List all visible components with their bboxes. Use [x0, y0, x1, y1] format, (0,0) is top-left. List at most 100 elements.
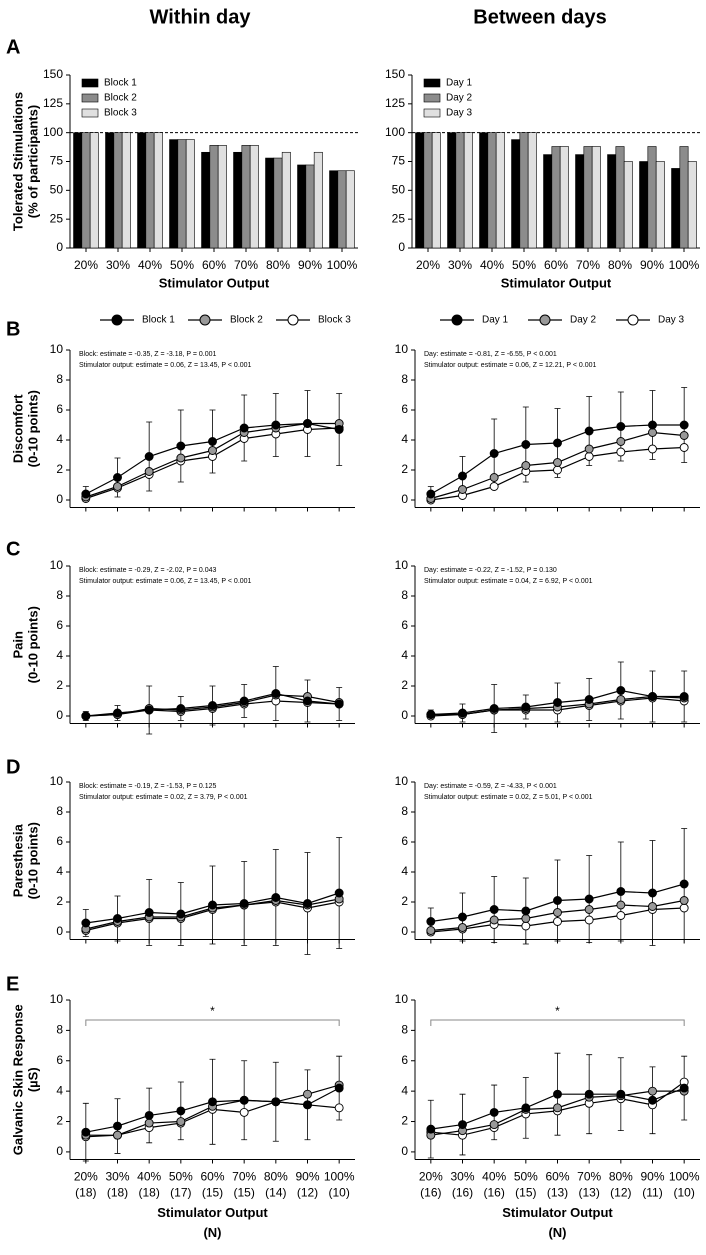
y-tick-label: 8 — [56, 372, 63, 386]
legend-marker — [539, 314, 551, 326]
y-tick-label: 0 — [401, 1144, 408, 1158]
bar — [169, 139, 179, 249]
data-point — [113, 473, 122, 482]
bar — [153, 132, 163, 249]
bar — [137, 132, 147, 249]
x-tick-label: 90% — [640, 1170, 664, 1184]
y-tick-label: 6 — [56, 402, 63, 416]
data-point — [648, 444, 657, 454]
bar — [647, 146, 657, 249]
y-tick-label: 2 — [401, 678, 408, 692]
x-axis-label: Stimulator Output — [159, 275, 270, 290]
bar — [639, 161, 649, 249]
y-tick-label: 6 — [401, 402, 408, 416]
panel-label: C — [6, 538, 20, 560]
data-point — [208, 1097, 217, 1107]
data-point — [208, 701, 217, 710]
x-tick-label: 70% — [576, 258, 600, 272]
data-point — [648, 692, 657, 701]
x-tick-label: 30% — [448, 258, 472, 272]
legend-swatch — [81, 78, 99, 88]
x-tick-label: 50% — [169, 1170, 193, 1184]
data-point — [648, 902, 657, 911]
data-point — [208, 446, 217, 455]
data-point — [679, 896, 689, 905]
data-point — [239, 899, 249, 908]
data-point — [81, 489, 91, 499]
data-point — [303, 1089, 312, 1099]
y-axis-label: (0-10 points) — [25, 390, 40, 467]
y-tick-label: 2 — [56, 894, 63, 908]
x-tick-label: 50% — [170, 258, 194, 272]
bar — [559, 146, 569, 249]
y-tick-label: 75 — [392, 154, 406, 168]
data-point — [113, 1121, 122, 1131]
y-tick-label: 6 — [401, 834, 408, 848]
bar — [241, 145, 251, 249]
annotation: Stimulator output: estimate = 0.02, Z = … — [424, 794, 593, 801]
x-tick-label: (15) — [202, 1186, 223, 1200]
data-point — [584, 452, 594, 461]
data-point — [584, 905, 594, 914]
x-tick-label: 70% — [577, 1170, 601, 1184]
y-tick-label: 8 — [56, 588, 63, 602]
x-tick-label: 20% — [74, 258, 98, 272]
data-point — [271, 689, 281, 698]
y-tick-label: 100 — [43, 125, 63, 139]
bar — [297, 164, 307, 249]
y-tick-label: 8 — [56, 1023, 63, 1037]
y-tick-label: 125 — [43, 96, 63, 110]
bar — [679, 146, 689, 249]
y-tick-label: 150 — [385, 67, 405, 81]
legend-label: Day 2 — [446, 93, 473, 104]
bar — [209, 145, 219, 249]
bar — [607, 154, 617, 249]
data-point — [303, 696, 312, 706]
bar — [415, 132, 425, 249]
x-tick-label: 90% — [298, 258, 322, 272]
bar — [551, 146, 561, 249]
legend-label: Day 1 — [482, 315, 509, 326]
legend-swatch — [81, 108, 99, 118]
y-tick-label: 50 — [392, 183, 406, 197]
data-point — [553, 465, 562, 475]
bar — [313, 151, 323, 249]
data-point — [679, 1083, 689, 1093]
significance-bracket — [85, 1019, 340, 1026]
data-point — [648, 420, 657, 430]
y-tick-label: 0 — [398, 240, 405, 254]
y-tick-label: 6 — [56, 618, 63, 632]
bar — [281, 151, 291, 249]
y-tick-label: 0 — [56, 240, 63, 254]
data-point — [489, 482, 499, 491]
data-point — [239, 1095, 249, 1105]
data-point — [426, 710, 436, 719]
annotation: Day: estimate = -0.59, Z = -4.33, P < 0.… — [424, 783, 557, 790]
bar — [423, 132, 433, 249]
data-point — [176, 453, 186, 463]
y-tick-label: 2 — [56, 1114, 63, 1128]
x-tick-label: 100% — [669, 1170, 700, 1184]
data-point — [458, 485, 467, 494]
y-tick-label: 8 — [401, 804, 408, 818]
y-tick-label: 0 — [56, 708, 63, 722]
x-tick-label: 90% — [295, 1170, 319, 1184]
y-tick-label: 150 — [43, 67, 63, 81]
y-tick-label: 4 — [56, 432, 63, 446]
data-point — [553, 698, 562, 707]
data-point — [616, 695, 626, 704]
bar — [455, 132, 465, 249]
bar — [655, 161, 665, 249]
data-point — [113, 482, 122, 491]
x-axis-label: (N) — [548, 1225, 566, 1240]
bar — [201, 151, 211, 249]
bar — [431, 132, 441, 249]
y-tick-label: 8 — [56, 804, 63, 818]
significance-bracket — [430, 1019, 685, 1026]
bar — [265, 157, 275, 249]
data-point — [521, 1103, 531, 1113]
data-point — [239, 696, 249, 706]
data-point — [303, 1100, 312, 1110]
y-axis-label: Discomfort — [10, 394, 25, 463]
y-tick-label: 2 — [401, 1114, 408, 1128]
